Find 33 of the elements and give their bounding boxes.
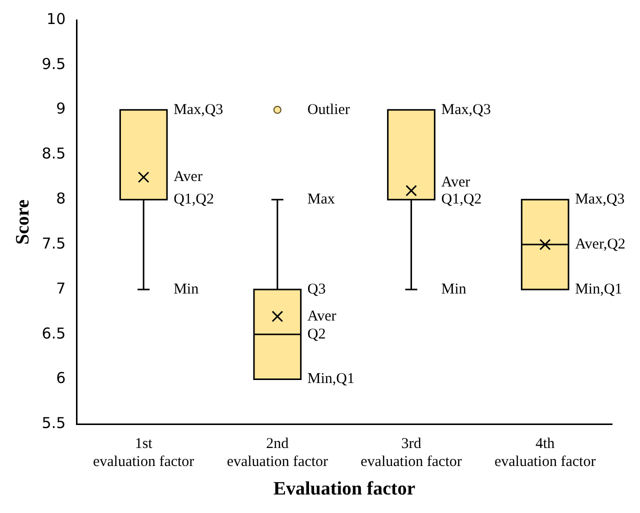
y-tick-label: 9.5 — [42, 54, 66, 73]
y-tick-label: 7.5 — [42, 234, 66, 252]
annotation: Min,Q1 — [307, 371, 355, 388]
annotation: Q2 — [307, 326, 326, 342]
annotation: Min — [441, 281, 467, 298]
y-axis-title: Score — [12, 200, 34, 245]
y-tick-label: 5.5 — [42, 414, 66, 432]
annotation: Min,Q1 — [575, 281, 622, 298]
x-tick-label: 3rd evaluation factor — [360, 436, 462, 470]
annotation: Outlier — [307, 102, 350, 118]
y-tick-label: 7 — [56, 279, 66, 298]
annotation: Q1,Q2 — [174, 192, 214, 208]
annotation: Aver — [174, 169, 202, 186]
y-tick-label: 9 — [56, 100, 66, 118]
annotation: Max,Q3 — [441, 102, 491, 118]
x-tick-label: 4th evaluation factor — [494, 436, 596, 470]
y-tick-label: 8 — [56, 190, 66, 208]
annotation: Aver — [307, 308, 336, 324]
annotation: Q3 — [307, 281, 326, 298]
y-tick-label: 10 — [46, 10, 66, 28]
x-tick-label: 1st evaluation factor — [92, 436, 194, 470]
x-axis-title: Evaluation factor — [273, 478, 416, 500]
x-tick-label: 2nd evaluation factor — [226, 436, 328, 470]
y-tick-label: 8.5 — [42, 144, 66, 163]
annotation: Max — [307, 192, 336, 208]
y-tick-label: 6 — [56, 369, 66, 388]
annotation: Min — [174, 281, 200, 298]
annotation: Max,Q3 — [174, 102, 224, 118]
annotation: Q1,Q2 — [441, 192, 482, 208]
annotation: Aver — [441, 174, 470, 191]
annotation: Aver,Q2 — [575, 236, 626, 252]
annotation: Max,Q3 — [575, 192, 625, 208]
y-tick-label: 6.5 — [42, 324, 66, 342]
